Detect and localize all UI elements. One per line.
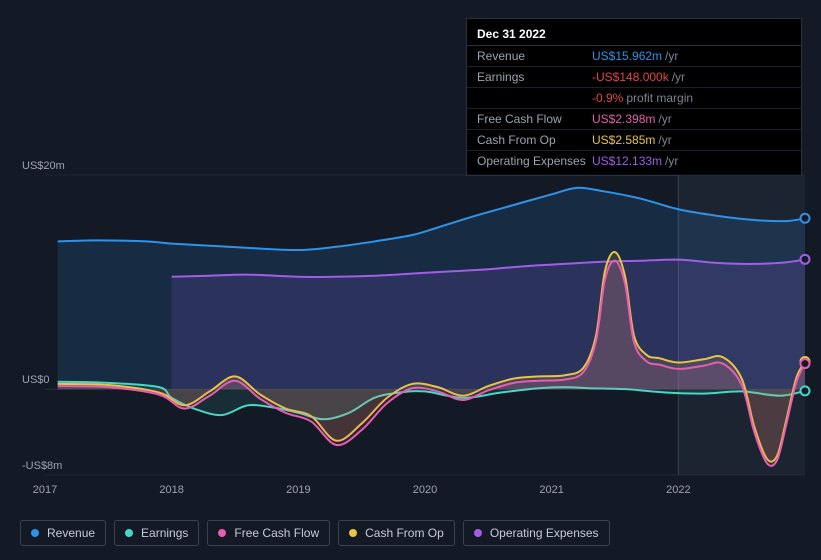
x-tick-label: 2017 xyxy=(33,484,57,496)
y-tick-label: US$0 xyxy=(22,374,50,386)
legend-item[interactable]: Revenue xyxy=(20,520,106,546)
tooltip-row-label: Revenue xyxy=(477,49,592,63)
tooltip-row-value: US$2.585m xyxy=(592,133,655,147)
x-tick-label: 2018 xyxy=(159,484,183,496)
tooltip-row-value: US$2.398m xyxy=(592,112,655,126)
legend-dot-icon xyxy=(474,529,482,537)
legend-label: Earnings xyxy=(141,526,188,540)
legend-label: Operating Expenses xyxy=(490,526,599,540)
tooltip-row-suffix: /yr xyxy=(658,112,671,126)
legend-label: Revenue xyxy=(47,526,95,540)
x-tick-label: 2022 xyxy=(666,484,690,496)
tooltip-row: -0.9%profit margin xyxy=(467,88,801,109)
x-tick-label: 2019 xyxy=(286,484,310,496)
tooltip-row-suffix: /yr xyxy=(665,49,678,63)
tooltip-row-label: Operating Expenses xyxy=(477,154,592,168)
legend-label: Cash From Op xyxy=(365,526,444,540)
tooltip-row: RevenueUS$15.962m/yr xyxy=(467,46,801,67)
x-tick-label: 2021 xyxy=(539,484,563,496)
legend-dot-icon xyxy=(31,529,39,537)
y-tick-label: US$20m xyxy=(22,160,65,172)
legend-dot-icon xyxy=(125,529,133,537)
x-tick-label: 2020 xyxy=(413,484,437,496)
tooltip-row-suffix: /yr xyxy=(665,154,678,168)
tooltip-row: Cash From OpUS$2.585m/yr xyxy=(467,130,801,151)
tooltip-row-label: Earnings xyxy=(477,70,592,84)
x-axis: 2017 2018 2019 2020 2021 2022 xyxy=(15,484,805,504)
y-tick-label: -US$8m xyxy=(22,460,62,472)
tooltip-row: Earnings-US$148.000k/yr xyxy=(467,67,801,88)
chart-legend: Revenue Earnings Free Cash Flow Cash From O… xyxy=(20,520,610,546)
legend-item[interactable]: Cash From Op xyxy=(338,520,455,546)
legend-dot-icon xyxy=(218,529,226,537)
tooltip-rows: RevenueUS$15.962m/yrEarnings-US$148.000k… xyxy=(467,46,801,171)
legend-item[interactable]: Earnings xyxy=(114,520,199,546)
legend-item[interactable]: Operating Expenses xyxy=(463,520,610,546)
tooltip-row-value: -US$148.000k xyxy=(592,70,669,84)
legend-label: Free Cash Flow xyxy=(234,526,319,540)
chart-svg xyxy=(15,175,805,475)
tooltip-row-suffix: /yr xyxy=(672,70,685,84)
tooltip-row-label: Free Cash Flow xyxy=(477,112,592,126)
tooltip-row-value: US$12.133m xyxy=(592,154,662,168)
tooltip-row-label: Cash From Op xyxy=(477,133,592,147)
tooltip-row-suffix: /yr xyxy=(658,133,671,147)
tooltip-row-value: -0.9% xyxy=(592,91,623,105)
tooltip-date: Dec 31 2022 xyxy=(467,23,801,46)
tooltip-row-suffix: profit margin xyxy=(626,91,693,105)
tooltip-row-value: US$15.962m xyxy=(592,49,662,63)
financial-tooltip: Dec 31 2022 RevenueUS$15.962m/yrEarnings… xyxy=(466,18,802,176)
legend-dot-icon xyxy=(349,529,357,537)
legend-item[interactable]: Free Cash Flow xyxy=(207,520,330,546)
tooltip-row: Free Cash FlowUS$2.398m/yr xyxy=(467,109,801,130)
financial-chart[interactable] xyxy=(15,175,805,475)
tooltip-row: Operating ExpensesUS$12.133m/yr xyxy=(467,151,801,171)
